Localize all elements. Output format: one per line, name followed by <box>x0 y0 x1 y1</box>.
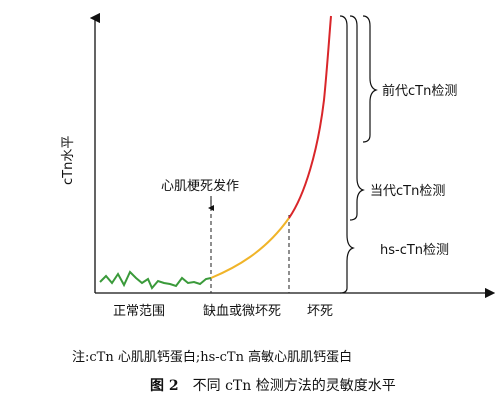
series-line-normal <box>99 270 212 290</box>
y-axis-label: cTn水平 <box>61 136 76 185</box>
series-line-ischemia <box>210 217 290 279</box>
series-line-necrosis <box>288 15 332 219</box>
figure-note: 注:cTn 心肌肌钙蛋白;hs-cTn 高敏心肌肌钙蛋白 <box>72 350 353 365</box>
brace-contemporary-ctn <box>349 15 365 221</box>
figure-caption-text: 不同 cTn 检测方法的灵敏度水平 <box>192 378 396 394</box>
x-segment-necrosis: 坏死 <box>307 304 333 319</box>
brace-prior-ctn <box>362 15 378 143</box>
mi-onset-label: 心肌梗死发作 <box>161 178 239 194</box>
figure-caption: 图 2 不同 cTn 检测方法的灵敏度水平 <box>150 375 490 395</box>
x-segment-ischemia: 缺血或微坏死 <box>203 304 281 319</box>
range-label-prior: 前代cTn检测 <box>382 83 457 99</box>
x-segment-normal: 正常范围 <box>113 304 165 319</box>
chart-svg: cTn水平 心肌梗死发作 正常范围 缺血或微坏死 坏死 前代cTn检测 当代cT… <box>61 12 496 319</box>
brace-hs-ctn <box>339 15 355 294</box>
figure-number: 图 2 <box>150 378 179 394</box>
range-label-hs: hs-cTn检测 <box>380 243 449 258</box>
range-label-contemporary: 当代cTn检测 <box>370 184 445 199</box>
